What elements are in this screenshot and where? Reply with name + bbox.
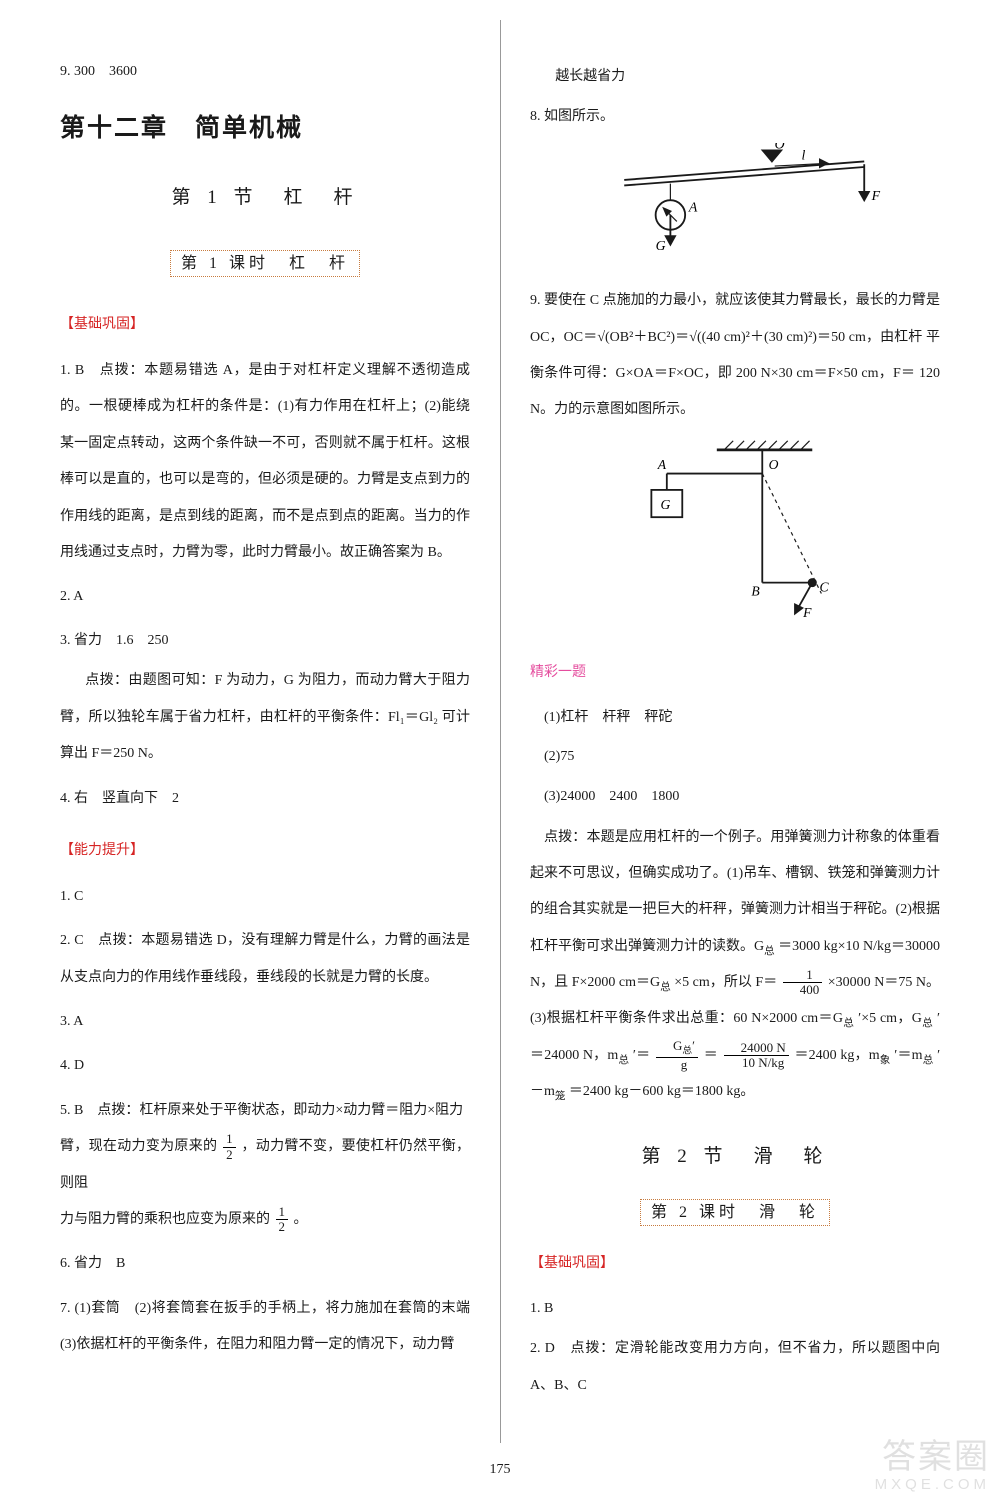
right-q9: 9. 要使在 C 点施加的力最小，就应该使其力臂最长，最长的力臂是 OC，OC＝… [530,283,940,429]
wond-2: (2)75 [530,740,940,774]
prev-answer-9: 9. 300 3600 [60,60,470,80]
tag-ability: 【能力提升】 [60,839,470,859]
frac-half-1: 1 2 [223,1132,236,1162]
fig1-label-G: G [656,238,666,253]
left-column: 9. 300 3600 第十二章 简单机械 第 1 节 杠 杆 第 1 课时 杠… [60,60,485,1463]
fig2-F: F [802,605,812,620]
basic-q3b: 点拨：由题图可知：F 为动力，G 为阻力，而动力臂大于阻力臂，所以独轮车属于省力… [60,663,470,772]
fig2-B: B [751,583,760,598]
watermark: 答案圈 MXQE.COM [875,1439,990,1493]
tag-basic-2: 【基础巩固】 [530,1252,940,1272]
fig1-label-O: O [775,143,785,152]
wond-1: (1)杠杆 杆秤 秤砣 [530,701,940,735]
lesson-2-box: 第 2 课时 滑 轮 [530,1198,940,1222]
fig2-A: A [657,457,667,472]
cont-line: 越长越省力 [530,60,940,94]
frac-1-400: 1 400 [783,968,823,998]
figure-lever-2: A O G B C F [605,439,865,639]
fig2-G: G [660,497,670,512]
frac-half-2: 1 2 [276,1205,289,1235]
basic-q3a: 3. 省力 1.6 250 [60,624,470,658]
ability-q6: 6. 省力 B [60,1246,470,1282]
tag-wonderful: 精彩一题 [530,661,940,681]
fig1-label-l: l [801,148,805,163]
frac-24000: 24000 N 10 N/kg [724,1041,789,1071]
ability-q1: 1. C [60,879,470,915]
ability-q7: 7. (1)套筒 (2)将套筒套在扳手的手柄上，将力施加在套筒的末端 (3)依据… [60,1291,470,1364]
basic2-q1: 1. B [530,1292,940,1326]
frac-G-g: G总′ g [656,1039,698,1073]
basic-q4: 4. 右 竖直向下 2 [60,781,470,817]
wond-explain: 点拨：本题是应用杠杆的一个例子。用弹簧测力计称象的体重看起来不可思议，但确实成功… [530,820,940,1111]
fig2-O: O [769,457,779,472]
page-content: 9. 300 3600 第十二章 简单机械 第 1 节 杠 杆 第 1 课时 杠… [60,60,940,1463]
chapter-title: 第十二章 简单机械 [60,108,470,144]
watermark-sub: MXQE.COM [875,1477,990,1494]
wond-3: (3)24000 2400 1800 [530,780,940,814]
page-number: 175 [0,1462,1000,1478]
ability-q3: 3. A [60,1004,470,1040]
section-2-title: 第 2 节 滑 轮 [530,1141,940,1168]
section-1-title: 第 1 节 杠 杆 [60,182,470,209]
right-column: 越长越省力 8. 如图所示。 O l F A G [515,60,940,1463]
basic-q2: 2. A [60,579,470,615]
fig1-label-F: F [871,188,881,203]
lesson-1-label: 第 1 课时 杠 杆 [170,250,360,277]
ability-q5d: 力与阻力臂的乘积也应变为原来的 [60,1212,270,1227]
ability-q5e: 。 [294,1212,308,1227]
fig2-C: C [820,579,830,594]
lesson-1-box: 第 1 课时 杠 杆 [60,249,470,273]
ability-q4: 4. D [60,1048,470,1084]
ability-q5: 5. B 点拨：杠杆原来处于平衡状态，即动力×动力臂＝阻力×阻力 臂，现在动力变… [60,1093,470,1239]
column-divider [500,20,501,1443]
ability-q2: 2. C 点拨：本题易错选 D，没有理解力臂是什么，力臂的画法是从支点向力的作用… [60,923,470,996]
watermark-main: 答案圈 [882,1438,990,1476]
ability-q5a: 5. B 点拨：杠杆原来处于平衡状态，即动力×动力臂＝阻力×阻力 [60,1103,463,1118]
fig1-label-A: A [688,199,698,214]
basic2-q2: 2. D 点拨：定滑轮能改变用力方向，但不省力，所以题图中向 A、B、C [530,1331,940,1404]
right-q8: 8. 如图所示。 [530,100,940,134]
ability-q5b: 臂，现在动力变为原来的 [60,1139,217,1154]
figure-lever-1: O l F A G [575,143,895,263]
basic-q1: 1. B 点拨：本题易错选 A，是由于对杠杆定义理解不透彻造成的。一根硬棒成为杠… [60,353,470,571]
lesson-2-label: 第 2 课时 滑 轮 [640,1199,830,1226]
tag-basic: 【基础巩固】 [60,313,470,333]
